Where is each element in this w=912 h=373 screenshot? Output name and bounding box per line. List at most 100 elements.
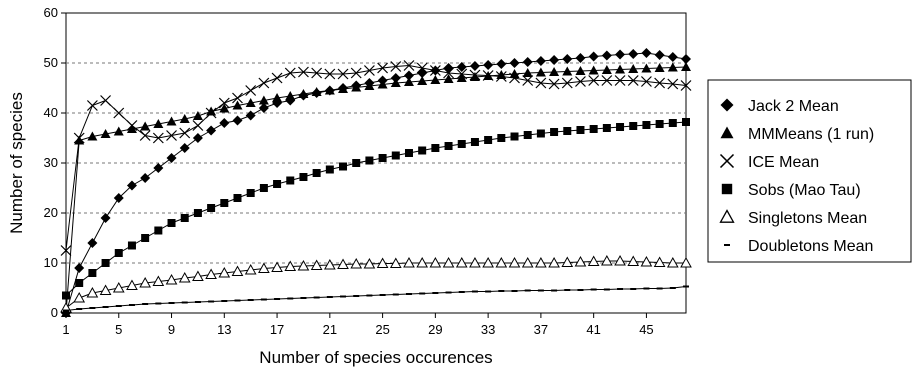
data-point-sobs-mao-tau [378,154,387,162]
data-point-singletons-mean [389,257,402,268]
data-point-ice-mean [337,68,349,80]
data-point-ice-mean [548,78,560,90]
data-point-singletons-mean [429,256,442,268]
data-point-ice-mean-stroke [429,65,441,76]
data-point-singletons-mean [587,255,600,266]
data-point-singletons-mean [455,256,468,268]
data-point-ice-mean [73,132,85,144]
data-point-ice-mean [601,75,613,86]
data-point-jack-2-mean [166,153,177,163]
data-point-mmmeans-1-run [522,68,533,77]
data-point-ice-mean-stroke [469,69,481,81]
data-point-ice-mean-stroke [179,127,191,139]
data-point-jack-2-mean [258,103,269,113]
data-point-singletons-mean [192,270,204,281]
data-point-ice-mean-stroke [654,77,666,89]
data-point-sobs-mao-tau [404,149,413,157]
data-point-singletons-mean [653,256,666,267]
data-point-mmmeans-1-run [667,62,678,72]
data-point-singletons-mean [640,255,653,267]
data-point-ice-mean [482,70,494,81]
data-point-ice-mean-stroke [641,76,652,87]
data-point-jack-2-mean [87,238,98,248]
legend-label: Jack 2 Mean [748,98,839,115]
data-point-ice-mean-stroke [139,130,151,141]
data-point-ice-mean-stroke [152,132,164,144]
data-point-ice-mean-stroke [166,130,177,141]
data-point-jack-2-mean [601,50,612,61]
data-point-singletons-mean [139,276,151,288]
data-point-ice-mean-stroke [245,85,257,96]
data-point-mmmeans-1-run [100,129,111,138]
data-point-singletons-mean [271,261,283,272]
data-point-ice-mean-stroke [363,65,375,76]
data-point-jack-2-mean [562,54,573,64]
data-point-ice-mean [232,92,243,104]
data-point-ice-mean-stroke [601,75,613,86]
data-point-sobs-mao-tau [127,241,136,250]
data-point-jack-2-mean [179,143,190,153]
data-point-ice-mean [680,80,692,91]
data-point-singletons-mean [521,256,534,268]
data-point-sobs-mao-tau [180,214,189,222]
data-point-sobs-mao-tau [246,189,255,197]
data-point-ice-mean [311,67,323,79]
data-point-mmmeans-1-run [615,64,626,74]
data-point-ice-mean [469,69,481,81]
data-point-ice-mean [152,132,164,144]
data-point-jack-2-mean [496,59,507,69]
data-point-mmmeans-1-run [601,65,612,74]
data-point-mmmeans-1-run [179,114,190,123]
data-point-ice-mean [495,71,507,82]
data-point-ice-mean [205,107,217,119]
legend-item-sobs-mao-tau: Sobs (Mao Tau) [721,182,861,199]
data-point-ice-mean-stroke [561,77,573,89]
data-point-sobs-mao-tau [365,156,374,165]
legend-item-singletons-mean: Singletons Mean [719,209,867,227]
data-point-ice-mean-stroke [258,77,270,89]
data-point-sobs-mao-tau [220,199,229,207]
data-point-sobs-mao-tau [470,138,479,146]
data-point-ice-mean [535,77,547,89]
data-point-sobs-mao-tau [101,259,110,267]
data-point-sobs-mao-tau [629,122,638,130]
data-point-mmmeans-1-run [258,95,269,105]
data-point-sobs-mao-tau [523,131,532,139]
data-point-singletons-mean [403,256,415,268]
legend-label: ICE Mean [748,154,819,171]
data-point-mmmeans-1-run [126,124,137,133]
data-point-sobs-mao-tau [418,146,427,155]
data-point-jack-2-mean [74,263,85,273]
data-point-jack-2-mean [549,55,560,65]
data-point-mmmeans-1-run [285,91,296,100]
data-point-singletons-mean [535,256,547,268]
y-tick-label: 50 [44,55,58,70]
data-point-sobs-mao-tau [167,219,176,227]
data-point-ice-mean [641,76,652,87]
data-point-ice-mean-stroke [60,245,72,256]
data-point-mmmeans-1-run [140,121,151,131]
data-point-ice-mean [429,65,441,76]
data-point-jack-2-mean [245,110,256,121]
data-point-mmmeans-1-run [245,98,256,107]
legend-marker-singletons-mean [719,209,735,223]
data-point-ice-mean-stroke [443,67,454,79]
data-point-sobs-mao-tau [589,125,598,133]
legend-marker-ice-mean-stroke [719,153,735,169]
legend-box [707,79,912,263]
y-tick-label: 20 [44,205,58,220]
data-point-ice-mean [627,75,639,86]
data-point-ice-mean-stroke [495,71,507,82]
data-point-ice-mean [179,127,191,139]
y-tick-label: 10 [44,255,58,270]
series-jack-2-mean [61,48,691,318]
data-point-ice-mean [522,75,534,86]
data-point-sobs-mao-tau [616,123,625,131]
data-point-singletons-mean [231,265,244,276]
data-point-mmmeans-1-run [298,89,309,98]
x-tick-label: 45 [639,322,653,337]
data-point-ice-mean-stroke [377,62,389,74]
data-point-ice-mean-stroke [680,80,692,91]
data-point-ice-mean [192,120,204,131]
data-point-ice-mean-stroke [456,68,468,80]
